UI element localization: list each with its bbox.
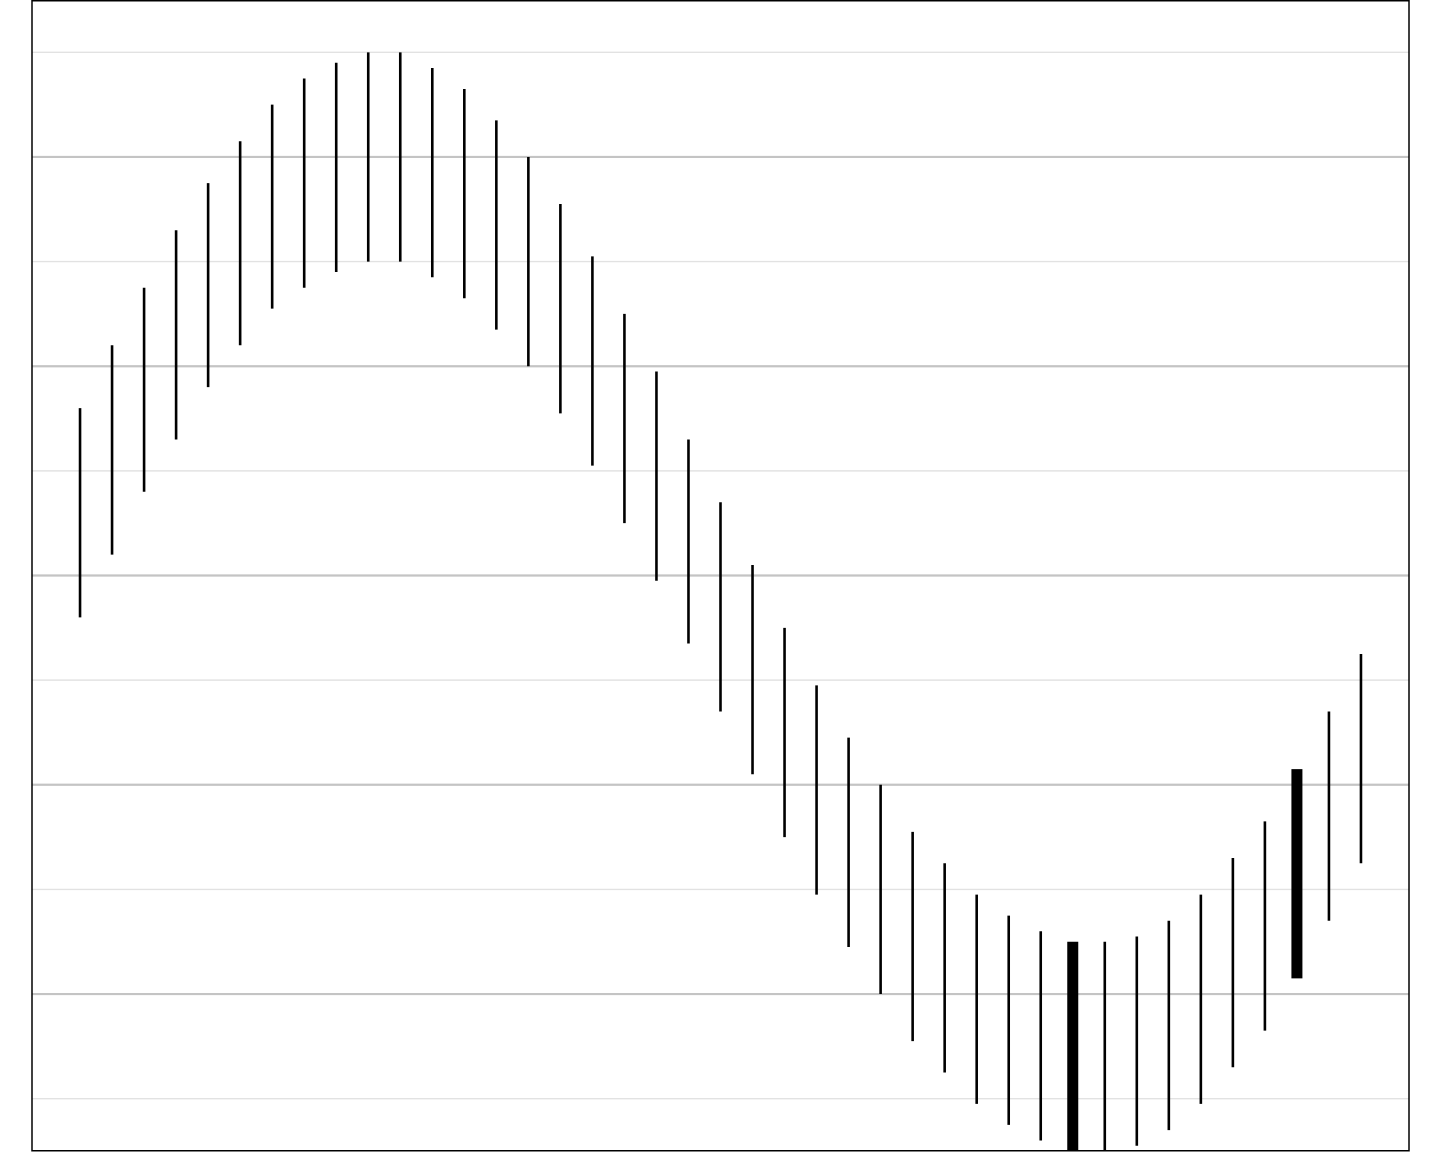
- error-bars: [78, 52, 1363, 1151]
- plot-frame: [31, 0, 1410, 1152]
